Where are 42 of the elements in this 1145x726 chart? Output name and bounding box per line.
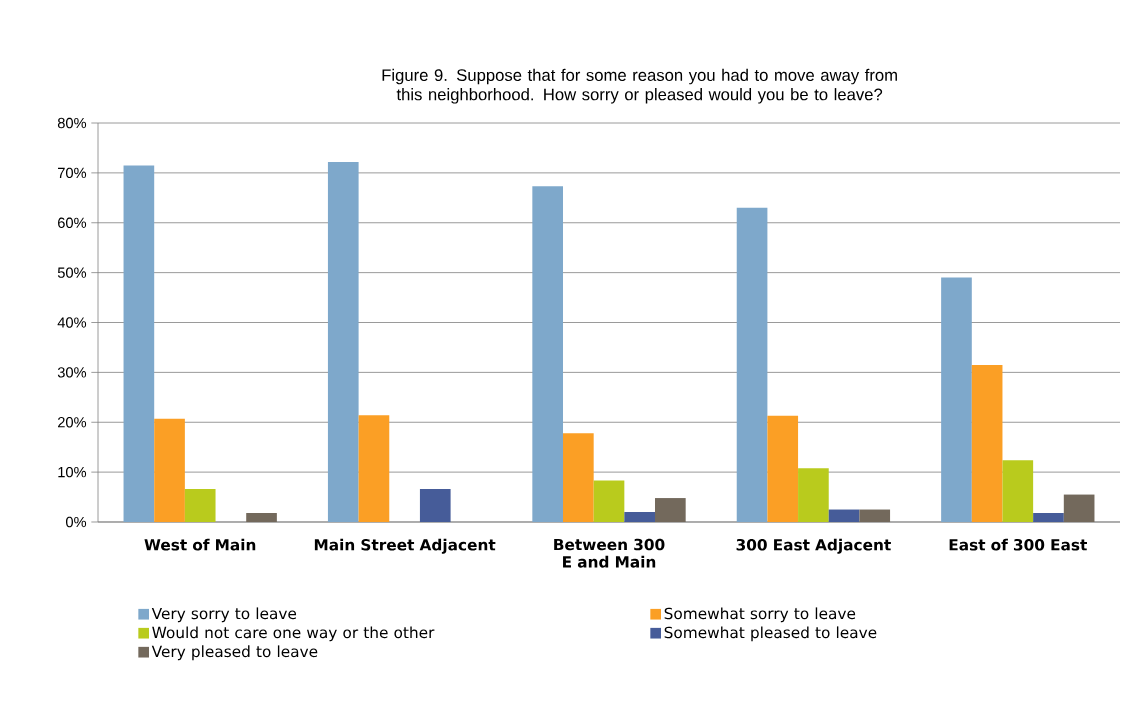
bar [736,207,768,522]
legend-label: Very pleased to leave [151,645,318,661]
bar [1063,494,1095,522]
y-tick-label: 20% [58,417,87,428]
y-tick-label: 50% [57,267,87,278]
bar [655,498,686,522]
bar [798,468,829,522]
x-tick-label: West of Main [144,538,256,551]
bar [563,433,594,522]
chart-title: Figure 9. Suppose that for some reason you had to move away from this neighborhood. How sorry or pleased would you be to leave? [382,68,897,104]
y-tick-label: 10% [58,466,87,478]
bar [624,512,655,522]
bar [123,165,155,522]
x-tick-label: Between 300 E and Main [554,538,665,568]
bar [593,480,625,522]
bar [154,418,185,522]
bar [859,509,891,522]
bar [767,415,799,522]
bar [358,415,390,522]
bar [419,489,451,522]
y-tick-label: 70% [58,167,87,179]
bar [246,513,277,522]
bar [184,489,216,522]
y-tick-label: 30% [57,367,87,378]
x-tick-label: 300 East Adjacent [736,538,891,554]
bar [1033,513,1064,522]
legend-label: Would not care one way or the other [152,626,435,642]
x-tick-label: Main Street Adjacent [314,538,496,554]
bar [941,277,972,522]
y-tick-label: 40% [57,317,87,328]
bar [828,509,860,522]
bar [1002,460,1034,522]
legend-label: Somewhat pleased to leave [664,626,877,642]
y-tick-label: 0% [65,516,87,528]
legend-label: Very sorry to leave [151,607,297,623]
legend-label: Somewhat sorry to leave [664,607,856,623]
y-tick-label: 80% [57,117,87,129]
bar [532,186,564,522]
y-tick-label: 60% [58,217,87,228]
x-tick-label: East of 300 East [949,538,1087,551]
bar [971,364,1003,522]
bar [327,161,359,522]
